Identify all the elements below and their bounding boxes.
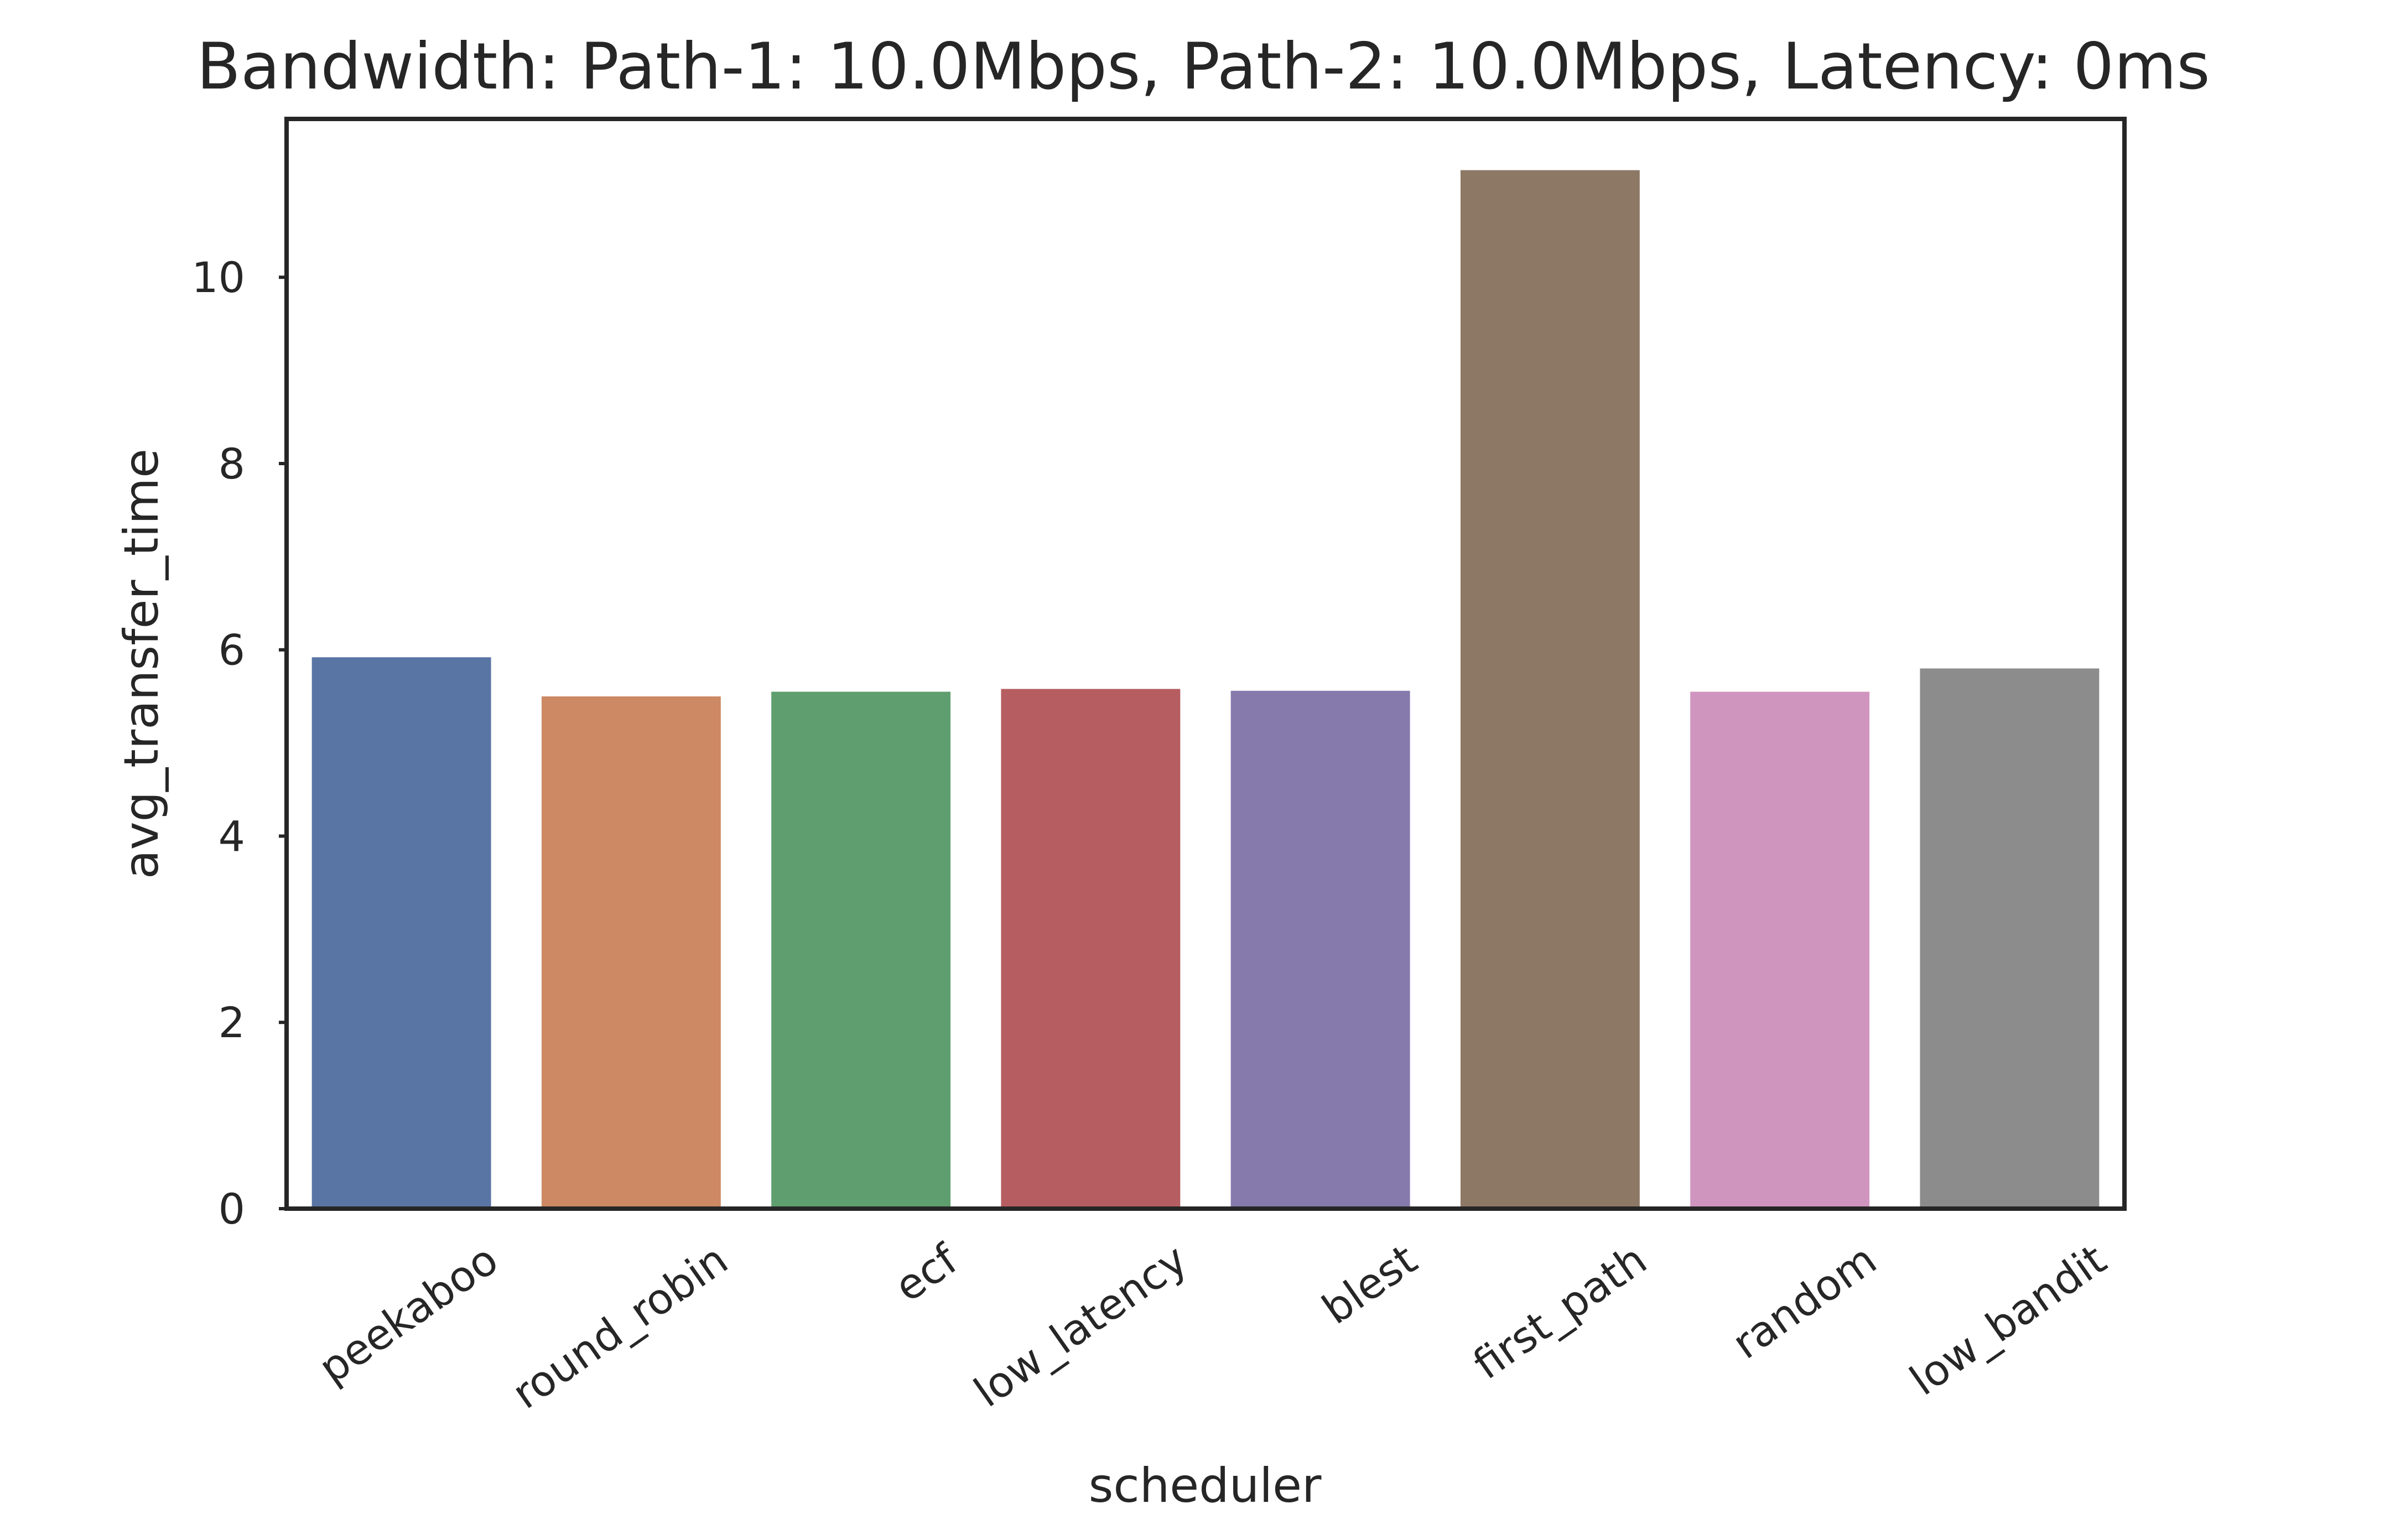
x-tick-label-low_bandit: low_bandit (1901, 1235, 2115, 1405)
x-tick-label-peekaboo: peekaboo (310, 1235, 507, 1393)
y-axis-label: avg_transfer_time (114, 449, 169, 879)
chart-title: Bandwidth: Path-1: 10.0Mbps, Path-2: 10.… (196, 29, 2210, 104)
bar-first_path (1460, 170, 1640, 1209)
y-axis-ticks: 0 2 4 6 8 10 (191, 253, 287, 1234)
bar-ecf (771, 691, 951, 1209)
bar-round_robin (541, 696, 721, 1209)
bar-low_bandit (1920, 668, 2100, 1209)
x-axis-label: scheduler (1089, 1458, 1322, 1513)
bar-low_latency (1001, 689, 1181, 1209)
y-tick-label-10: 10 (191, 253, 245, 302)
bar-peekaboo (311, 657, 491, 1209)
x-tick-label-low_latency: low_latency (965, 1235, 1196, 1417)
bar-random (1690, 691, 1870, 1209)
x-tick-label-first_path: first_path (1464, 1235, 1655, 1389)
y-tick-label-2: 2 (219, 998, 245, 1047)
y-tick-label-6: 6 (219, 626, 245, 675)
x-tick-label-ecf: ecf (886, 1234, 967, 1312)
y-tick-label-8: 8 (219, 439, 245, 488)
y-tick-label-0: 0 (219, 1184, 245, 1234)
bar-blest (1230, 690, 1410, 1209)
x-tick-label-blest: blest (1313, 1235, 1426, 1334)
bars-group (311, 170, 2100, 1209)
x-tick-label-round_robin: round_robin (503, 1235, 737, 1418)
y-tick-label-4: 4 (219, 811, 245, 861)
plot-frame (284, 117, 2127, 1211)
x-tick-label-random: random (1723, 1235, 1885, 1369)
